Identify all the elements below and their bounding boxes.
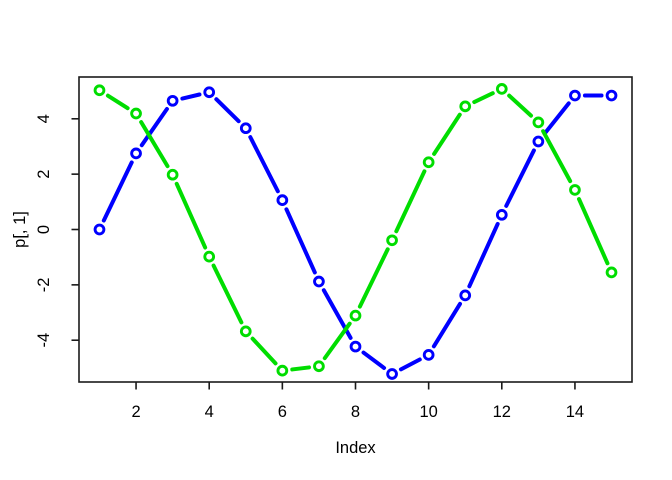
- blue-series-segment: [504, 148, 536, 208]
- blue-series-segment: [467, 221, 500, 289]
- x-tick-label: 12: [493, 403, 511, 421]
- x-axis-label: Index: [335, 439, 376, 457]
- green-series-segment: [290, 365, 311, 372]
- blue-series-point-marker: [422, 349, 435, 361]
- blue-series-point-marker: [276, 194, 289, 207]
- blue-series-point-marker: [203, 86, 216, 99]
- blue-series-point-marker: [569, 89, 581, 102]
- blue-series-segment: [101, 160, 134, 223]
- blue-series-point-marker: [313, 275, 325, 288]
- green-series-point-marker: [239, 325, 252, 338]
- blue-series-point-marker: [459, 289, 472, 302]
- x-tick-label: 14: [566, 403, 584, 421]
- blue-series-point-marker: [386, 368, 398, 380]
- green-series-segment: [432, 112, 462, 156]
- green-series-segment: [357, 247, 390, 309]
- green-series-point-marker: [349, 309, 362, 322]
- green-series-segment: [322, 321, 352, 361]
- green-series-point-marker: [532, 116, 545, 129]
- green-series-segment: [576, 197, 610, 266]
- blue-series-point-marker: [495, 208, 508, 221]
- blue-series-segment: [431, 301, 462, 349]
- green-series-point-marker: [93, 84, 106, 97]
- x-tick-label: 6: [278, 403, 287, 421]
- green-series-point-marker: [459, 100, 472, 113]
- blue-series-segment: [361, 350, 387, 370]
- green-series-point-marker: [313, 360, 325, 373]
- green-series-segment: [472, 91, 495, 105]
- blue-series-segment: [139, 107, 169, 148]
- x-tick-label: 8: [351, 403, 360, 421]
- green-series-segment: [507, 93, 533, 118]
- y-tick-label: 0: [35, 225, 53, 234]
- green-series-segment: [541, 129, 573, 184]
- blue-series-point-marker: [93, 223, 106, 236]
- y-tick-label: 2: [35, 170, 53, 179]
- blue-series-segment: [180, 92, 202, 101]
- blue-series-point-marker: [166, 94, 179, 107]
- y-axis-label: p[, 1]: [11, 211, 29, 248]
- blue-series-segment: [248, 135, 280, 194]
- x-tick-label: 10: [419, 403, 437, 421]
- blue-series-segment: [398, 357, 422, 372]
- green-series-point-marker: [605, 266, 618, 279]
- plot-frame: [78, 76, 633, 383]
- green-series-segment: [211, 263, 244, 325]
- plot-area: 2 4 6 8 10 12 14 -4 -2 0 2 4: [35, 76, 633, 421]
- green-series-point-marker: [276, 364, 289, 377]
- blue-series-segment: [214, 97, 241, 124]
- blue-series-segment: [542, 101, 571, 136]
- green-series-segment: [394, 169, 427, 234]
- blue-series-point-marker: [532, 135, 545, 148]
- green-series-segment: [250, 336, 278, 366]
- green-series-point-marker: [422, 156, 435, 169]
- green-series-point-marker: [569, 184, 581, 196]
- green-series-segment: [174, 181, 208, 250]
- blue-series-point-marker: [239, 122, 252, 135]
- green-series-point-marker: [495, 83, 508, 95]
- blue-series-point-marker: [605, 89, 618, 102]
- x-tick-label: 4: [205, 403, 214, 421]
- green-series-segment: [139, 120, 170, 169]
- x-tick-label: 2: [131, 403, 140, 421]
- y-tick-label: -2: [35, 278, 53, 293]
- blue-series-point-marker: [130, 147, 142, 160]
- y-tick-label: 4: [35, 114, 53, 123]
- green-series-point-marker: [203, 250, 216, 263]
- y-tick-label: -4: [35, 333, 53, 348]
- blue-series-point-marker: [349, 340, 362, 353]
- green-series-segment: [105, 93, 130, 111]
- green-series-point-marker: [166, 168, 179, 181]
- green-series-point-marker: [130, 107, 142, 120]
- blue-series-segment: [284, 207, 317, 275]
- green-series-point-marker: [386, 234, 398, 247]
